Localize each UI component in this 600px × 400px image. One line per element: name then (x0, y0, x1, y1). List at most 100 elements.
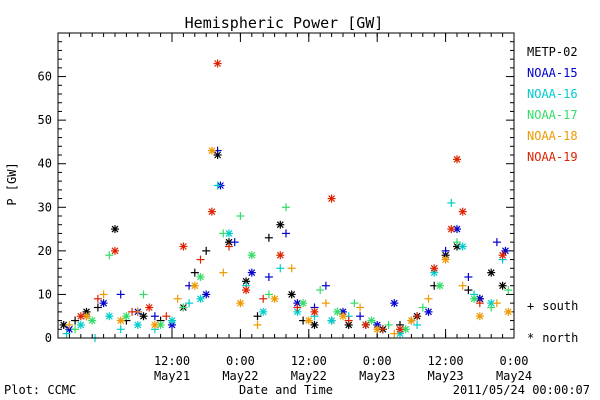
x-tick-time-label: 0:00 (500, 354, 529, 368)
legend-entry-noaa-16: NOAA-16 (527, 87, 578, 101)
south-point (282, 203, 290, 212)
north-point (270, 294, 279, 303)
north-point (458, 242, 467, 251)
south-point (264, 290, 273, 299)
south-point (259, 294, 268, 303)
north-point (236, 299, 245, 308)
north-point (310, 307, 319, 316)
south-point (384, 320, 393, 329)
north-point (339, 312, 347, 321)
south-point (264, 273, 273, 281)
north-point (287, 290, 296, 299)
x-axis-label: Date and Time (239, 383, 333, 397)
north-point (99, 299, 108, 308)
north-point (458, 207, 467, 216)
north-point (150, 320, 159, 329)
north-point (111, 225, 119, 234)
north-point (498, 251, 507, 260)
y-tick-label: 30 (38, 200, 52, 214)
north-point (179, 242, 188, 251)
south-point (65, 320, 74, 329)
south-point (253, 320, 262, 329)
south-point (219, 229, 228, 238)
south-point (99, 290, 108, 299)
north-point (207, 146, 216, 155)
legend-entry-metp-02: METP-02 (527, 45, 578, 59)
south-point (236, 212, 245, 220)
y-tick-label: 50 (38, 113, 52, 127)
north-point (247, 268, 256, 277)
north-point (116, 316, 125, 325)
south-point (276, 264, 285, 273)
south-point (116, 325, 125, 334)
x-tick-time-label: 12:00 (428, 354, 464, 368)
south-point (464, 286, 473, 295)
south-point (190, 268, 199, 277)
x-tick-date-label: May23 (359, 369, 395, 383)
axis-ticks: 010203040506012:00May210:00May2212:00May… (38, 33, 532, 383)
north-point (259, 307, 268, 316)
north-point (213, 59, 222, 68)
marker-label: south (542, 299, 578, 313)
north-point (487, 268, 496, 277)
south-point (390, 329, 399, 338)
x-tick-date-label: May21 (154, 369, 190, 383)
legend-entry-noaa-19: NOAA-19 (527, 150, 578, 164)
north-point (196, 294, 205, 303)
north-point (105, 312, 114, 321)
north-point (453, 155, 461, 164)
south-point (413, 312, 422, 321)
north-point (168, 316, 176, 325)
south-point (350, 299, 359, 308)
south-point (441, 246, 450, 255)
south-point (418, 303, 427, 312)
south-point (264, 233, 273, 242)
x-tick-date-label: May24 (496, 369, 532, 383)
north-point (498, 281, 507, 290)
south-point (475, 299, 484, 308)
north-point (333, 307, 342, 316)
north-point (76, 312, 85, 321)
south-point (225, 242, 233, 251)
north-point (310, 320, 319, 329)
south-point (356, 312, 365, 321)
north-point (327, 316, 336, 325)
south-point (504, 286, 513, 295)
south-point (492, 299, 501, 308)
south-point (293, 303, 302, 312)
north-point (242, 286, 251, 295)
north-point (276, 251, 285, 260)
y-tick-label: 20 (38, 244, 52, 258)
south-point (139, 290, 148, 299)
north-point (430, 264, 439, 273)
south-point (62, 329, 71, 338)
south-point (464, 273, 473, 281)
south-point (321, 281, 330, 290)
north-point (207, 207, 216, 216)
south-point (202, 246, 211, 255)
north-point (304, 316, 313, 325)
north-point (299, 299, 308, 308)
plot-frame (57, 32, 515, 339)
south-point (173, 294, 182, 303)
south-point (487, 303, 496, 312)
south-point (378, 325, 387, 334)
south-point (179, 303, 188, 312)
south-point (424, 294, 433, 303)
timestamp: 2011/05/24 00:00:07 (453, 383, 590, 397)
north-point (504, 307, 513, 316)
data-points (59, 59, 513, 342)
legend-entry-noaa-17: NOAA-17 (527, 108, 578, 122)
north-point (361, 320, 370, 329)
marker-symbol: + (527, 299, 534, 313)
north-point (122, 312, 131, 321)
south-point (219, 268, 228, 277)
x-tick-time-label: 0:00 (226, 354, 255, 368)
north-point (276, 220, 285, 229)
south-point (321, 299, 330, 308)
series-noaa-19 (76, 59, 507, 334)
y-tick-label: 60 (38, 70, 52, 84)
south-point (93, 294, 102, 303)
